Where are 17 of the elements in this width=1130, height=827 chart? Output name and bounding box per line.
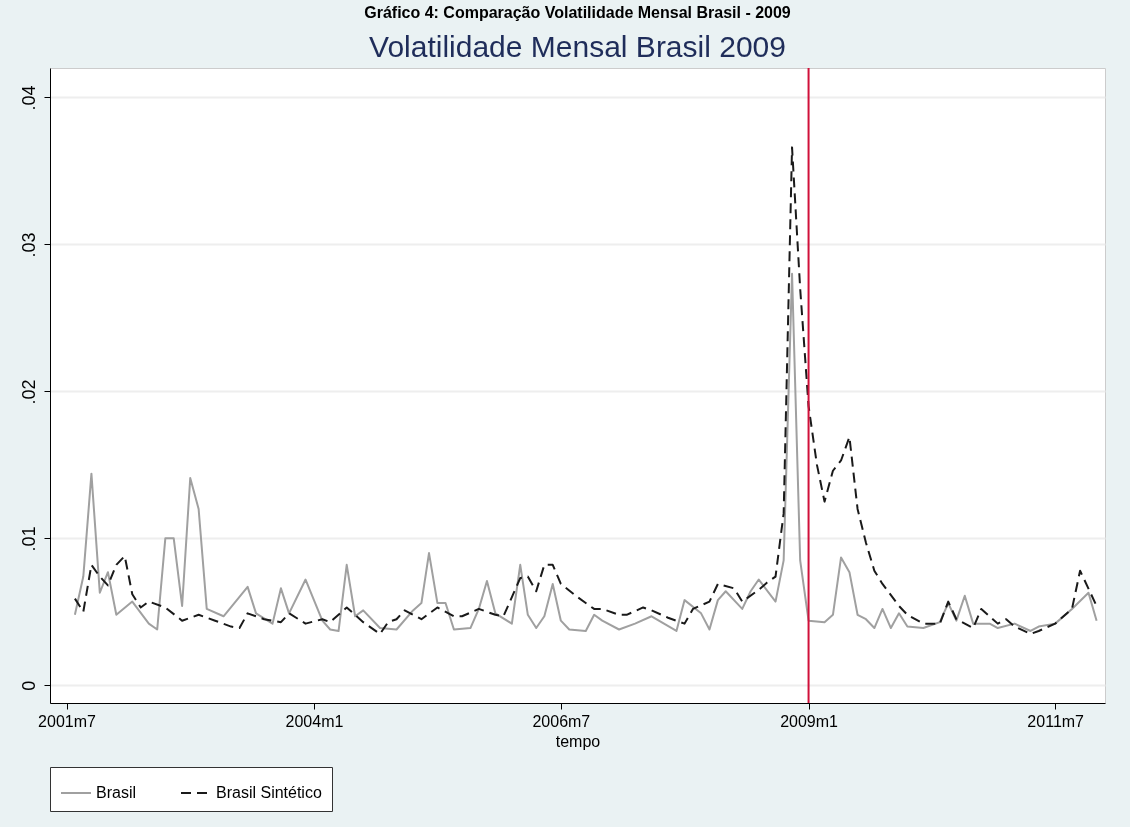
legend-label: Brasil: [96, 784, 137, 801]
line-series: [73, 146, 1098, 635]
x-tick-label: 2009m1: [780, 712, 839, 730]
y-tick-label: .02: [18, 379, 39, 405]
x-tick-label: 2001m7: [38, 712, 97, 730]
x-axis-title: tempo: [555, 732, 601, 750]
x-tick-label: 2011m7: [1027, 712, 1085, 730]
x-tick-label: 2004m1: [285, 712, 344, 730]
legend-label: Brasil Sintético: [216, 784, 322, 801]
line-series: [73, 272, 1098, 632]
chart-subtitle: Volatilidade Mensal Brasil 2009: [369, 30, 786, 63]
y-tick-label: 0: [18, 680, 39, 691]
x-tick-label: 2006m7: [532, 712, 591, 730]
chart-title: Gráfico 4: Comparação Volatilidade Mensal Brasil - 2009: [364, 4, 791, 21]
y-tick-label: .01: [18, 526, 39, 552]
y-tick-label: .04: [18, 85, 39, 111]
y-tick-label: .03: [18, 232, 39, 258]
